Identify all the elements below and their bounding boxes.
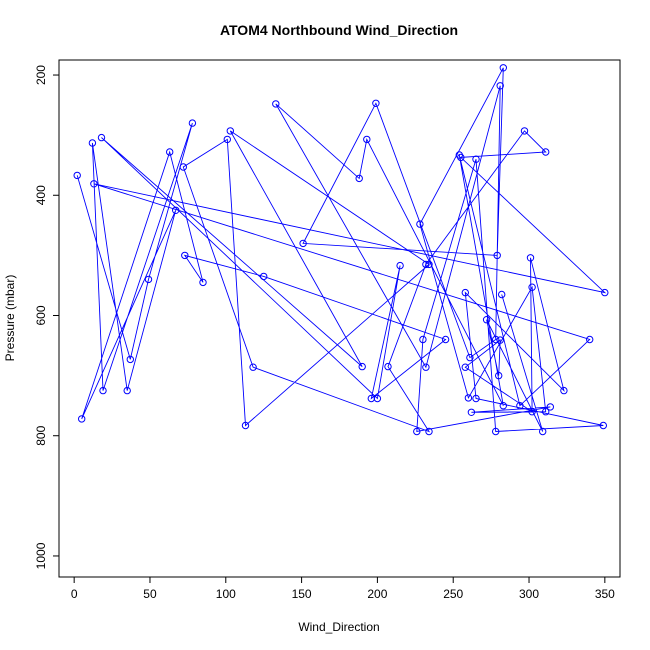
data-point [249, 363, 257, 371]
data-point [413, 427, 421, 436]
data-point [422, 260, 430, 269]
data-point [546, 403, 554, 411]
data-point [499, 402, 507, 410]
data-point [422, 363, 430, 371]
data-point [542, 148, 550, 156]
data-point [179, 163, 188, 171]
data-point [498, 290, 506, 299]
data-point [372, 99, 380, 108]
data-point [78, 415, 86, 423]
plot-frame [58, 59, 621, 578]
data-point [97, 133, 106, 142]
data-point [464, 394, 473, 402]
data-point [601, 288, 609, 297]
data-point [472, 155, 480, 163]
x-axis-label: Wind_Direction [298, 620, 379, 634]
y-tick-label: 200 [34, 65, 48, 85]
data-point [526, 254, 535, 262]
x-tick-label: 250 [443, 587, 463, 601]
data-point [542, 408, 550, 416]
data-point [496, 82, 504, 90]
data-point [363, 135, 371, 144]
x-tick-label: 350 [595, 587, 615, 601]
data-point [260, 272, 268, 281]
data-point [241, 421, 250, 430]
x-tick-label: 300 [519, 587, 539, 601]
chart-title: ATOM4 Northbound Wind_Direction [220, 22, 458, 38]
data-point [166, 148, 174, 156]
y-tick-label: 400 [34, 185, 48, 205]
data-point [358, 362, 366, 371]
data-point [472, 394, 480, 403]
x-axis: 0 50 100 150 200 250 300 350 [71, 577, 615, 601]
data-point [199, 278, 207, 287]
x-tick-label: 100 [216, 587, 236, 601]
data-point [373, 394, 382, 403]
data-point [226, 127, 235, 135]
data-point [599, 421, 607, 430]
x-tick-label: 200 [367, 587, 387, 601]
data-point [88, 139, 97, 147]
data-point [560, 386, 568, 395]
data-point [384, 362, 392, 371]
data-point [499, 64, 507, 72]
data-point [492, 335, 500, 344]
data-point [123, 386, 131, 395]
data-point [416, 220, 424, 228]
data-point [188, 119, 197, 127]
series-line [76, 67, 607, 433]
data-point [461, 288, 469, 297]
data-point [455, 151, 463, 159]
data-point [528, 283, 536, 291]
data-point [492, 427, 500, 436]
y-tick-label: 600 [34, 305, 48, 325]
data-point [425, 427, 433, 436]
data-point [461, 363, 469, 371]
x-tick-label: 50 [143, 587, 157, 601]
data-point [355, 174, 363, 183]
y-tick-label: 1000 [34, 542, 48, 569]
data-point [539, 427, 547, 436]
y-tick-label: 800 [34, 425, 48, 445]
data-point [144, 275, 153, 284]
data-point [419, 335, 427, 344]
x-tick-label: 0 [71, 587, 78, 601]
data-point [172, 206, 180, 215]
data-point [467, 408, 476, 416]
data-point [99, 386, 107, 395]
data-point [496, 336, 504, 344]
data-point [528, 408, 536, 416]
data-point [425, 260, 433, 269]
data-point [586, 335, 594, 344]
data-point [520, 127, 529, 135]
series-group [73, 64, 609, 436]
data-point [73, 171, 81, 180]
data-point [90, 180, 98, 188]
data-point [396, 261, 404, 270]
data-point [493, 251, 501, 260]
data-point [482, 316, 491, 324]
data-point [516, 402, 524, 410]
data-point [495, 371, 503, 380]
y-axis-label: Pressure (mbar) [3, 275, 17, 362]
plot-area [73, 64, 609, 436]
data-point [272, 100, 280, 108]
data-point [126, 355, 135, 364]
data-point [181, 251, 189, 260]
data-point [466, 353, 474, 362]
x-tick-label: 150 [292, 587, 312, 601]
data-point [223, 135, 232, 144]
data-point [299, 239, 307, 248]
y-axis: 200 400 600 800 1000 [34, 65, 59, 569]
data-point [441, 335, 450, 344]
